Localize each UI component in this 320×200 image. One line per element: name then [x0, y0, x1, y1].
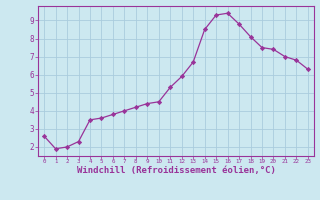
X-axis label: Windchill (Refroidissement éolien,°C): Windchill (Refroidissement éolien,°C) [76, 166, 276, 175]
